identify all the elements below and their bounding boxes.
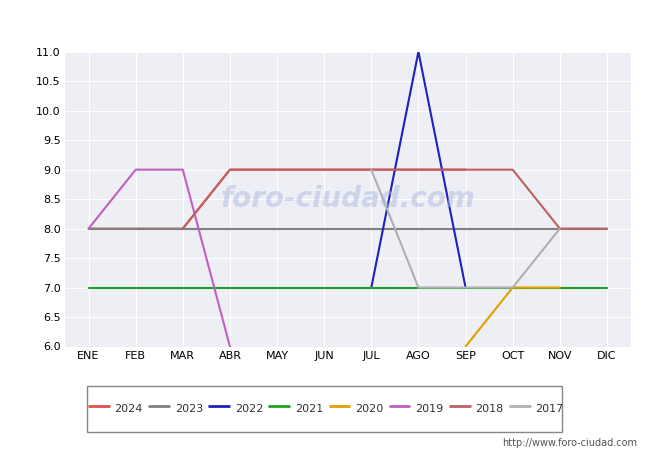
Text: 2018: 2018 xyxy=(475,405,504,414)
Text: Afiliados en Puras a 30/9/2024: Afiliados en Puras a 30/9/2024 xyxy=(187,16,463,34)
Text: http://www.foro-ciudad.com: http://www.foro-ciudad.com xyxy=(502,438,637,448)
Text: 2017: 2017 xyxy=(536,405,564,414)
Text: 2023: 2023 xyxy=(175,405,203,414)
Text: 2022: 2022 xyxy=(235,405,263,414)
FancyBboxPatch shape xyxy=(87,386,562,432)
Text: 2020: 2020 xyxy=(355,405,384,414)
Text: 2021: 2021 xyxy=(295,405,323,414)
Text: foro-ciudad.com: foro-ciudad.com xyxy=(220,185,475,213)
Text: 2024: 2024 xyxy=(114,405,143,414)
Text: 2019: 2019 xyxy=(415,405,443,414)
